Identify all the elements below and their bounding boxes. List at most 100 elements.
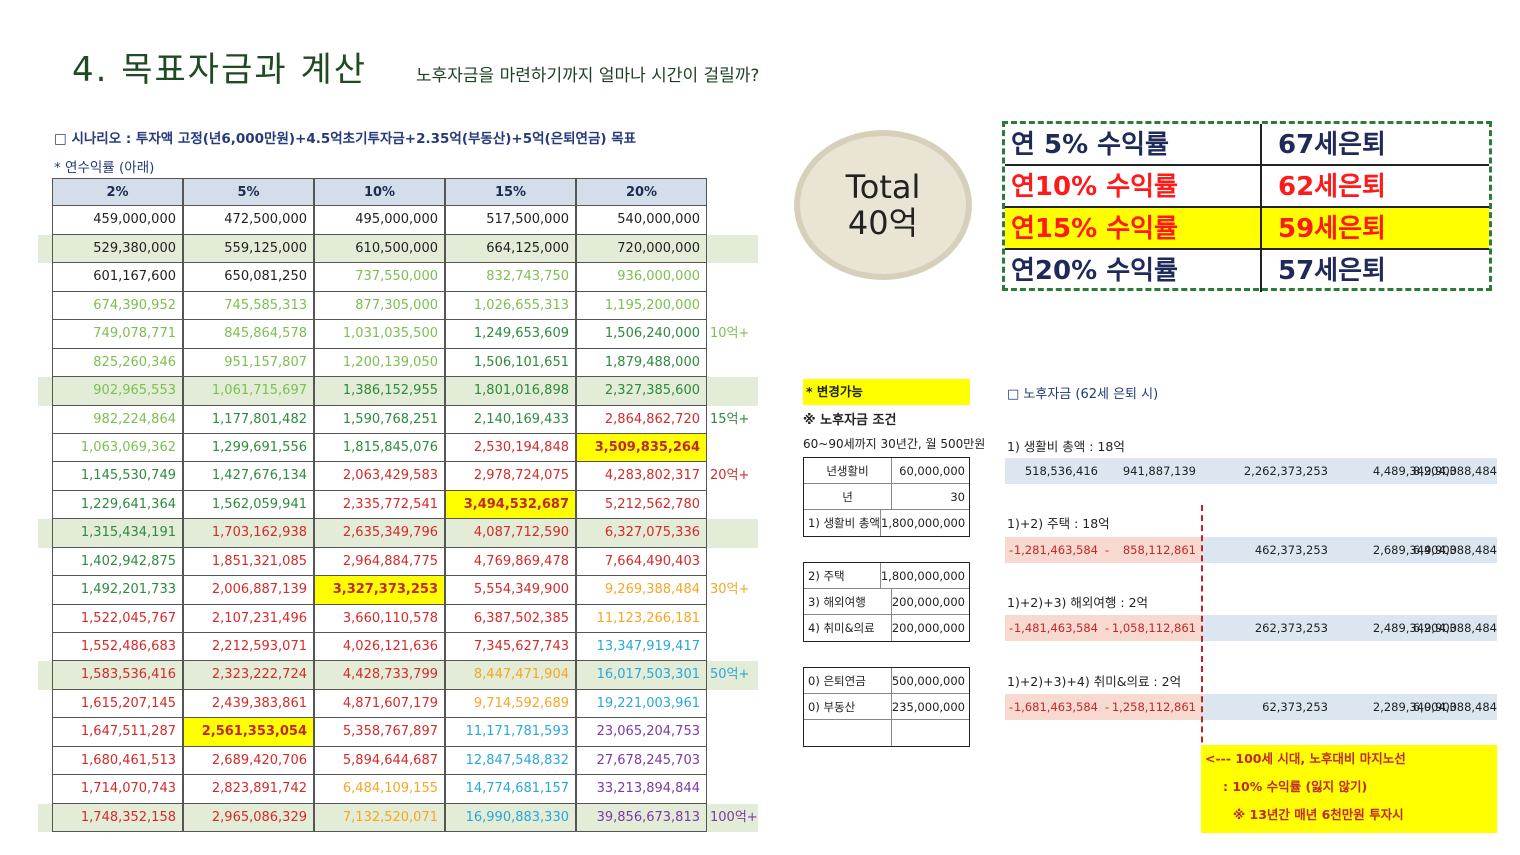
table-cell: 601,167,600 xyxy=(52,263,183,292)
condition-value: 30 xyxy=(950,490,965,504)
funds-block-label: 1)+2)+3) 해외여행 : 2억 xyxy=(1007,595,1149,610)
table-cell: 5,212,562,780 xyxy=(576,490,707,520)
table-cell: 1,879,488,000 xyxy=(576,348,707,378)
threshold-line xyxy=(1201,505,1203,833)
funds-value: 6,004,388,484 xyxy=(1412,700,1497,714)
retire-row: 연20% 수익률 57세은퇴 xyxy=(1005,250,1489,292)
funds-value: 2,289,349,900 xyxy=(1372,700,1457,714)
deficit-bg xyxy=(1005,694,1201,720)
table-cell: 610,500,000 xyxy=(314,234,445,264)
table-row: 1,615,207,145 2,439,383,861 4,871,607,179 9… xyxy=(38,689,758,719)
table-cell: 6,387,502,385 xyxy=(445,604,576,633)
minus-sign: - xyxy=(1009,621,1014,635)
deficit-value: 858,112,861 xyxy=(1122,543,1196,557)
table-cell: 39,856,673,813 xyxy=(576,803,707,833)
funds-value: 8,204,388,484 xyxy=(1412,464,1497,478)
table-cell: 1,402,942,875 xyxy=(52,547,183,577)
condition-row: 1) 생활비 총액 1,800,000,000 xyxy=(804,510,969,536)
table-cell: 1,506,101,651 xyxy=(445,348,576,378)
condition-row: 3) 해외여행 200,000,000 xyxy=(804,589,969,615)
table-cell: 650,081,250 xyxy=(183,263,314,292)
funds-block-label: 1) 생활비 총액 : 18억 xyxy=(1007,439,1125,454)
table-cell: 23,065,204,753 xyxy=(576,718,707,747)
table-cell: 1,851,321,085 xyxy=(183,547,314,577)
table-row: 1,714,070,743 2,823,891,742 6,484,109,155 1… xyxy=(38,775,758,804)
table-row: 1,647,511,287 2,561,353,054 5,358,767,897 1… xyxy=(38,718,758,747)
table-cell: 951,157,807 xyxy=(183,348,314,378)
return-rate: 연 5% 수익률 xyxy=(1005,124,1262,166)
retire-age: 67세은퇴 xyxy=(1262,124,1489,166)
table-cell: 1,200,139,050 xyxy=(314,348,445,378)
table-cell: 737,550,000 xyxy=(314,263,445,292)
surplus-bg xyxy=(1201,694,1497,720)
table-cell: 2,323,222,724 xyxy=(183,661,314,690)
table-cell: 720,000,000 xyxy=(576,234,707,264)
column-header: 10% xyxy=(314,178,445,207)
table-cell: 902,965,553 xyxy=(52,377,183,406)
table-cell: 6,484,109,155 xyxy=(314,775,445,804)
funds-row: - -1,681,463,584 1,258,112,861 62,373,253 2,… xyxy=(1005,694,1497,720)
funds-row: 518,536,416 941,887,139 2,262,373,253 4,489… xyxy=(1005,458,1497,484)
table-cell: 2,140,169,433 xyxy=(445,405,576,434)
table-cell: 3,660,110,578 xyxy=(314,604,445,633)
table-row: 825,260,346 951,157,807 1,200,139,050 1,506… xyxy=(38,348,758,378)
table-cell: 4,087,712,590 xyxy=(445,519,576,548)
table-cell: 27,678,245,703 xyxy=(576,746,707,776)
page-subtitle: 노후자금을 마련하기까지 얼마나 시간이 걸릴까? xyxy=(416,66,760,86)
table-cell: 1,583,536,416 xyxy=(52,661,183,690)
table-cell: 1,026,655,313 xyxy=(445,291,576,321)
condition-label: 2) 주택 xyxy=(804,563,881,588)
condition-value: 200,000,000 xyxy=(891,595,965,609)
table-cell: 13,347,919,417 xyxy=(576,633,707,662)
table-cell: 9,714,592,689 xyxy=(445,689,576,719)
table-cell: 16,017,503,301 xyxy=(576,661,707,690)
condition-row: 4) 취미&의료 200,000,000 xyxy=(804,615,969,641)
asset-table: 0) 은퇴연금 500,000,000 0) 부동산 235,000,000 xyxy=(803,667,970,747)
table-cell: 825,260,346 xyxy=(52,348,183,378)
column-header: 20% xyxy=(576,178,707,207)
table-row: 1,748,352,158 2,965,086,329 7,132,520,071 1… xyxy=(38,803,758,833)
table-cell: 1,031,035,500 xyxy=(314,320,445,349)
table-cell: 11,171,781,593 xyxy=(445,718,576,747)
table-row: 1,063,069,362 1,299,691,556 1,815,845,076 2… xyxy=(38,433,758,463)
deficit-value: 1,281,463,584 xyxy=(1013,543,1098,557)
table-cell: 4,026,121,636 xyxy=(314,633,445,662)
table-cell: 2,212,593,071 xyxy=(183,633,314,662)
note-line-3: ※ 13년간 매년 6천만원 투자시 xyxy=(1233,807,1404,822)
projection-table: 2% 5% 10% 15% 20% 459,000,000 472,500,000 495,0… xyxy=(38,178,758,833)
condition-row: 2) 주택 1,800,000,000 xyxy=(804,563,969,589)
table-row: 902,965,553 1,061,715,697 1,386,152,955 1,8… xyxy=(38,377,758,406)
retire-row: 연10% 수익률 62세은퇴 xyxy=(1005,166,1489,208)
table-cell: 5,894,644,687 xyxy=(314,746,445,776)
table-row: 459,000,000 472,500,000 495,000,000 517,500… xyxy=(38,206,758,235)
table-cell: 7,132,520,071 xyxy=(314,803,445,833)
table-cell: 5,554,349,900 xyxy=(445,576,576,605)
table-row: 1,315,434,191 1,703,162,938 2,635,349,796 4… xyxy=(38,519,758,548)
table-cell: 1,615,207,145 xyxy=(52,689,183,719)
table-cell: 2,864,862,720 xyxy=(576,405,707,434)
table-cell: 2,063,429,583 xyxy=(314,462,445,491)
condition-row: 0) 부동산 235,000,000 xyxy=(804,694,969,720)
table-cell: 1,522,045,767 xyxy=(52,604,183,633)
table-cell: 1,145,530,749 xyxy=(52,462,183,491)
funds-row: - -1,481,463,584 1,058,112,861 262,373,253 2… xyxy=(1005,615,1497,641)
table-cell: 1,229,641,364 xyxy=(52,490,183,520)
funds-value: 941,887,139 xyxy=(1122,464,1196,478)
condition-label: 4) 취미&의료 xyxy=(804,615,892,641)
table-cell: 2,823,891,742 xyxy=(183,775,314,804)
deficit-value: 1,058,112,861 xyxy=(1111,621,1196,635)
rate-note: * 연수익률 (아래) xyxy=(54,160,155,176)
condition-row: 년생활비 60,000,000 xyxy=(804,458,969,484)
funds-value: 2,489,349,900 xyxy=(1372,621,1457,635)
table-cell: 9,269,388,484 xyxy=(576,576,707,605)
table-cell: 2,978,724,075 xyxy=(445,462,576,491)
table-cell: 2,689,420,706 xyxy=(183,746,314,776)
table-cell: 540,000,000 xyxy=(576,206,707,235)
table-cell: 1,748,352,158 xyxy=(52,803,183,833)
table-row: 529,380,000 559,125,000 610,500,000 664,125… xyxy=(38,234,758,264)
retire-age: 57세은퇴 xyxy=(1278,256,1386,286)
retire-row: 연 5% 수익률 67세은퇴 xyxy=(1005,124,1489,166)
funds-value: 6,404,388,484 xyxy=(1412,543,1497,557)
milestone-note: 100억+ xyxy=(710,809,758,825)
table-cell: 1,801,016,898 xyxy=(445,377,576,406)
